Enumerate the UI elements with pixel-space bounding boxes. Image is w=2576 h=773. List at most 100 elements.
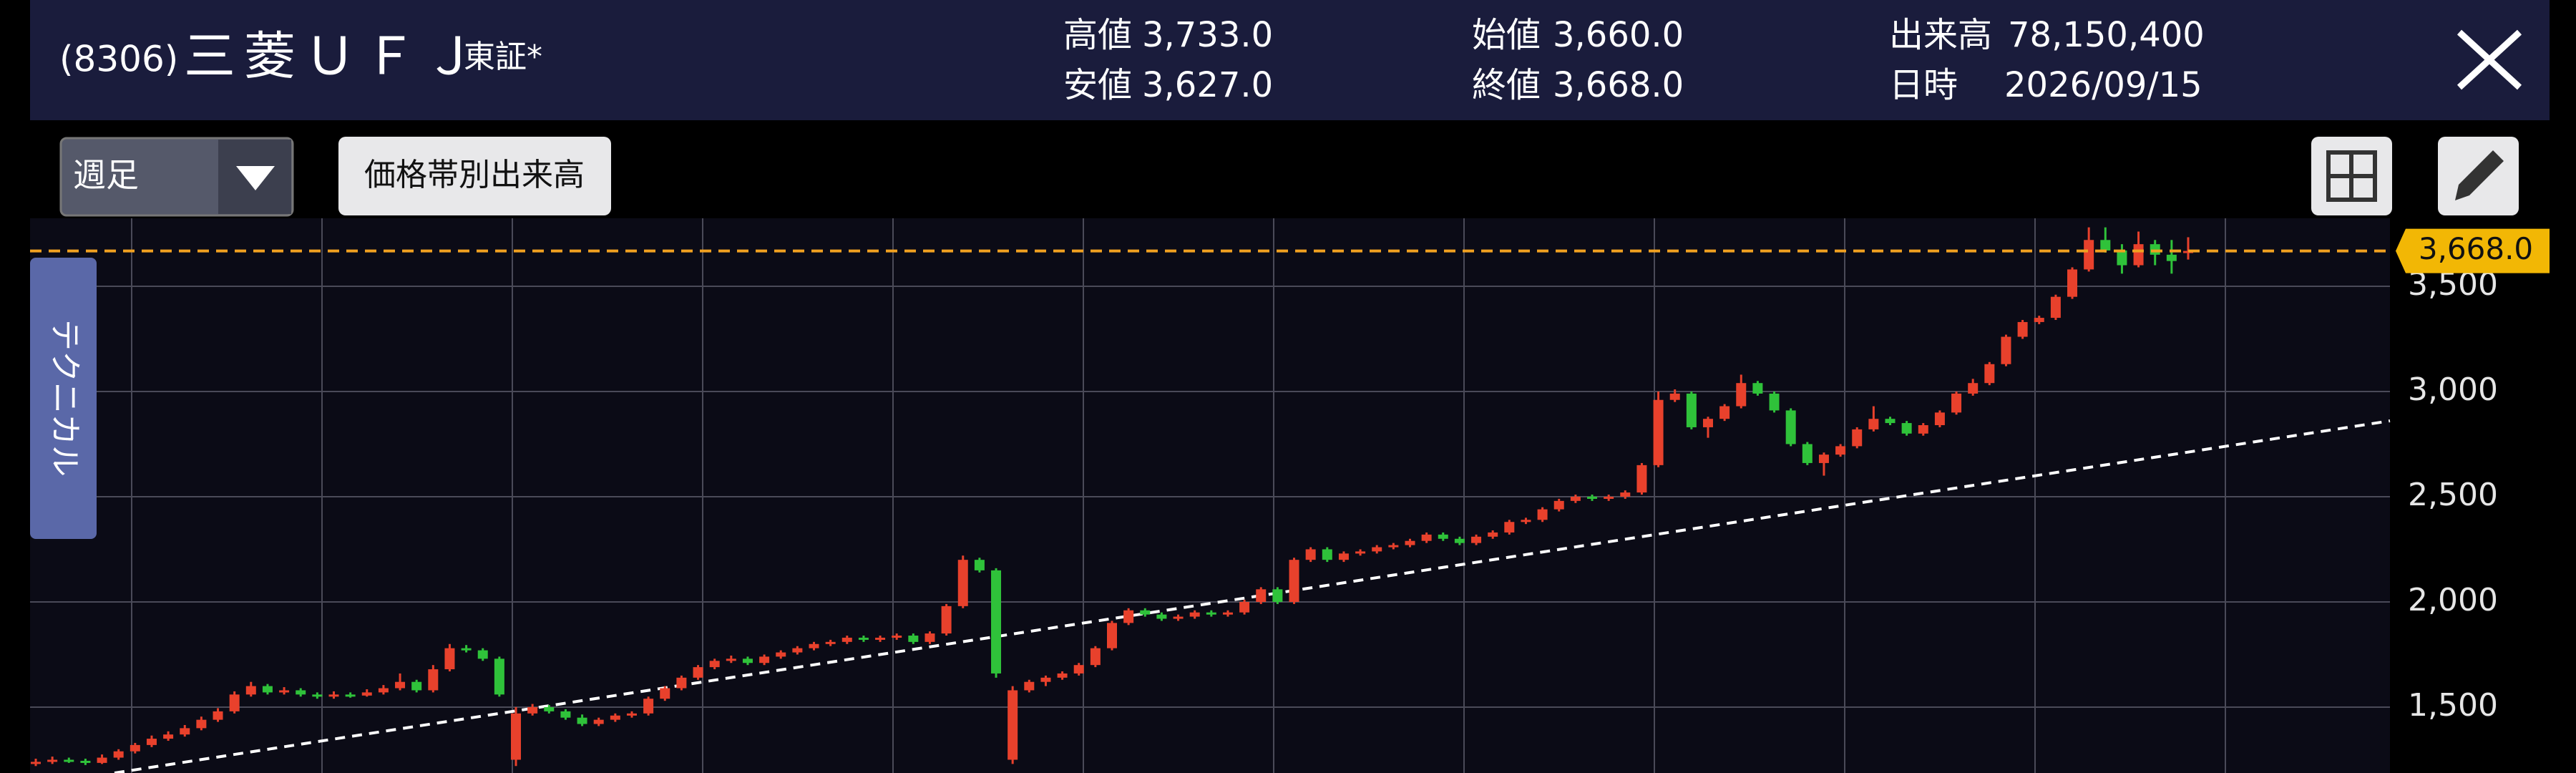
- stat-label: 安値: [1063, 65, 1132, 105]
- candle-body: [1338, 553, 1349, 560]
- stat-value: 2026/09/15: [2004, 65, 2202, 105]
- candle-body: [1173, 616, 1184, 619]
- candle-body: [1918, 425, 1928, 434]
- candle-body: [31, 762, 41, 764]
- candle-body: [974, 560, 985, 570]
- candle-body: [1123, 610, 1134, 623]
- candle-body: [1984, 364, 1995, 384]
- y-tick-label: 3,000: [2408, 371, 2498, 408]
- candle-body: [1818, 454, 1829, 463]
- candle-body: [1736, 383, 1747, 407]
- candle-body: [1570, 496, 1581, 501]
- candle-body: [527, 706, 538, 714]
- candle-body: [726, 658, 736, 661]
- candle-body: [1256, 589, 1267, 602]
- overlay: 3,668.0: [30, 228, 2550, 273]
- candle-body: [1372, 547, 1382, 552]
- candle-body: [841, 637, 852, 642]
- candle-body: [1189, 612, 1200, 617]
- candle-body: [908, 636, 919, 642]
- candle-body: [378, 688, 389, 693]
- candle-body: [411, 681, 422, 691]
- candle-body: [2133, 244, 2144, 266]
- candle-body: [245, 686, 256, 695]
- candle-body: [1388, 545, 1399, 548]
- candle-body: [957, 560, 968, 606]
- candle-body: [1488, 532, 1498, 537]
- y-tick-label: 2,500: [2408, 477, 2498, 513]
- volume-profile-button[interactable]: 価格帯別出来高: [338, 137, 611, 215]
- candle-body: [1951, 393, 1962, 413]
- candle-body: [279, 690, 290, 693]
- candle-body: [428, 669, 439, 691]
- period-dropdown[interactable]: 週足: [59, 137, 294, 217]
- candle-body: [1968, 383, 1979, 394]
- candle-body: [395, 681, 406, 689]
- stat-value: 78,150,400: [2008, 15, 2205, 55]
- draw-button[interactable]: [2438, 137, 2519, 215]
- candle-body: [1636, 465, 1647, 493]
- candle-body: [1057, 673, 1068, 678]
- candle-body: [676, 677, 687, 689]
- candle-body: [924, 633, 935, 642]
- candle-body: [693, 667, 703, 678]
- stat-label: 日時: [1889, 65, 1958, 105]
- candle-body: [1785, 410, 1796, 444]
- candle-body: [146, 739, 157, 745]
- candle-body: [47, 759, 58, 762]
- candle-body: [610, 715, 620, 720]
- candle-body: [229, 694, 240, 711]
- candle-body: [2017, 321, 2028, 337]
- candle-body: [1206, 612, 1216, 615]
- candle-body: [1604, 496, 1614, 499]
- candle-body: [1438, 534, 1448, 539]
- stat-value: 3,668.0: [1553, 65, 1684, 105]
- candles: [31, 227, 2193, 767]
- candle-body: [660, 688, 670, 699]
- candle-body: [1802, 444, 1813, 463]
- layout-button[interactable]: [2311, 137, 2392, 215]
- stat-label: 始値: [1472, 15, 1541, 55]
- candle-body: [560, 711, 571, 718]
- candle-body: [941, 606, 952, 634]
- close-button[interactable]: [2449, 22, 2529, 97]
- candle-body: [1471, 536, 1482, 543]
- market: 東証*: [464, 39, 542, 75]
- technical-tab[interactable]: テクニカル: [30, 258, 97, 539]
- button-box[interactable]: [338, 137, 611, 215]
- candle-body: [991, 570, 1002, 674]
- candle-body: [163, 734, 174, 739]
- candle-body: [1421, 534, 1432, 541]
- candle-body: [511, 713, 522, 760]
- stat-value: 3,733.0: [1142, 15, 1273, 55]
- candle-body: [2084, 240, 2094, 270]
- candle-body: [113, 751, 124, 758]
- candle-body: [1289, 560, 1299, 602]
- price-badge-label: 3,668.0: [2419, 231, 2533, 266]
- candle-body: [643, 699, 654, 714]
- candle-body: [1008, 690, 1018, 760]
- candle-body: [1587, 496, 1598, 499]
- y-tick-label: 1,500: [2408, 687, 2498, 724]
- candle-body: [64, 759, 74, 762]
- candle-body: [776, 652, 786, 657]
- candle-body: [577, 717, 587, 724]
- candle-body: [262, 686, 273, 693]
- candle-body: [2034, 318, 2044, 322]
- candle-body: [1305, 549, 1316, 560]
- candle-body: [1835, 446, 1846, 455]
- candle-body: [1405, 540, 1415, 545]
- candle-body: [180, 728, 190, 735]
- candle-body: [296, 690, 306, 695]
- candle-body: [1934, 412, 1945, 426]
- tab-box[interactable]: [30, 258, 97, 539]
- plot-area: [30, 218, 2390, 773]
- dropdown-arrow: [236, 166, 275, 190]
- stat-value: 3,627.0: [1142, 65, 1273, 105]
- candle-body: [1090, 648, 1101, 666]
- candle-body: [2067, 269, 2078, 297]
- candle-body: [1719, 406, 1730, 419]
- candle-body: [2001, 336, 2011, 364]
- candle-body: [858, 637, 869, 640]
